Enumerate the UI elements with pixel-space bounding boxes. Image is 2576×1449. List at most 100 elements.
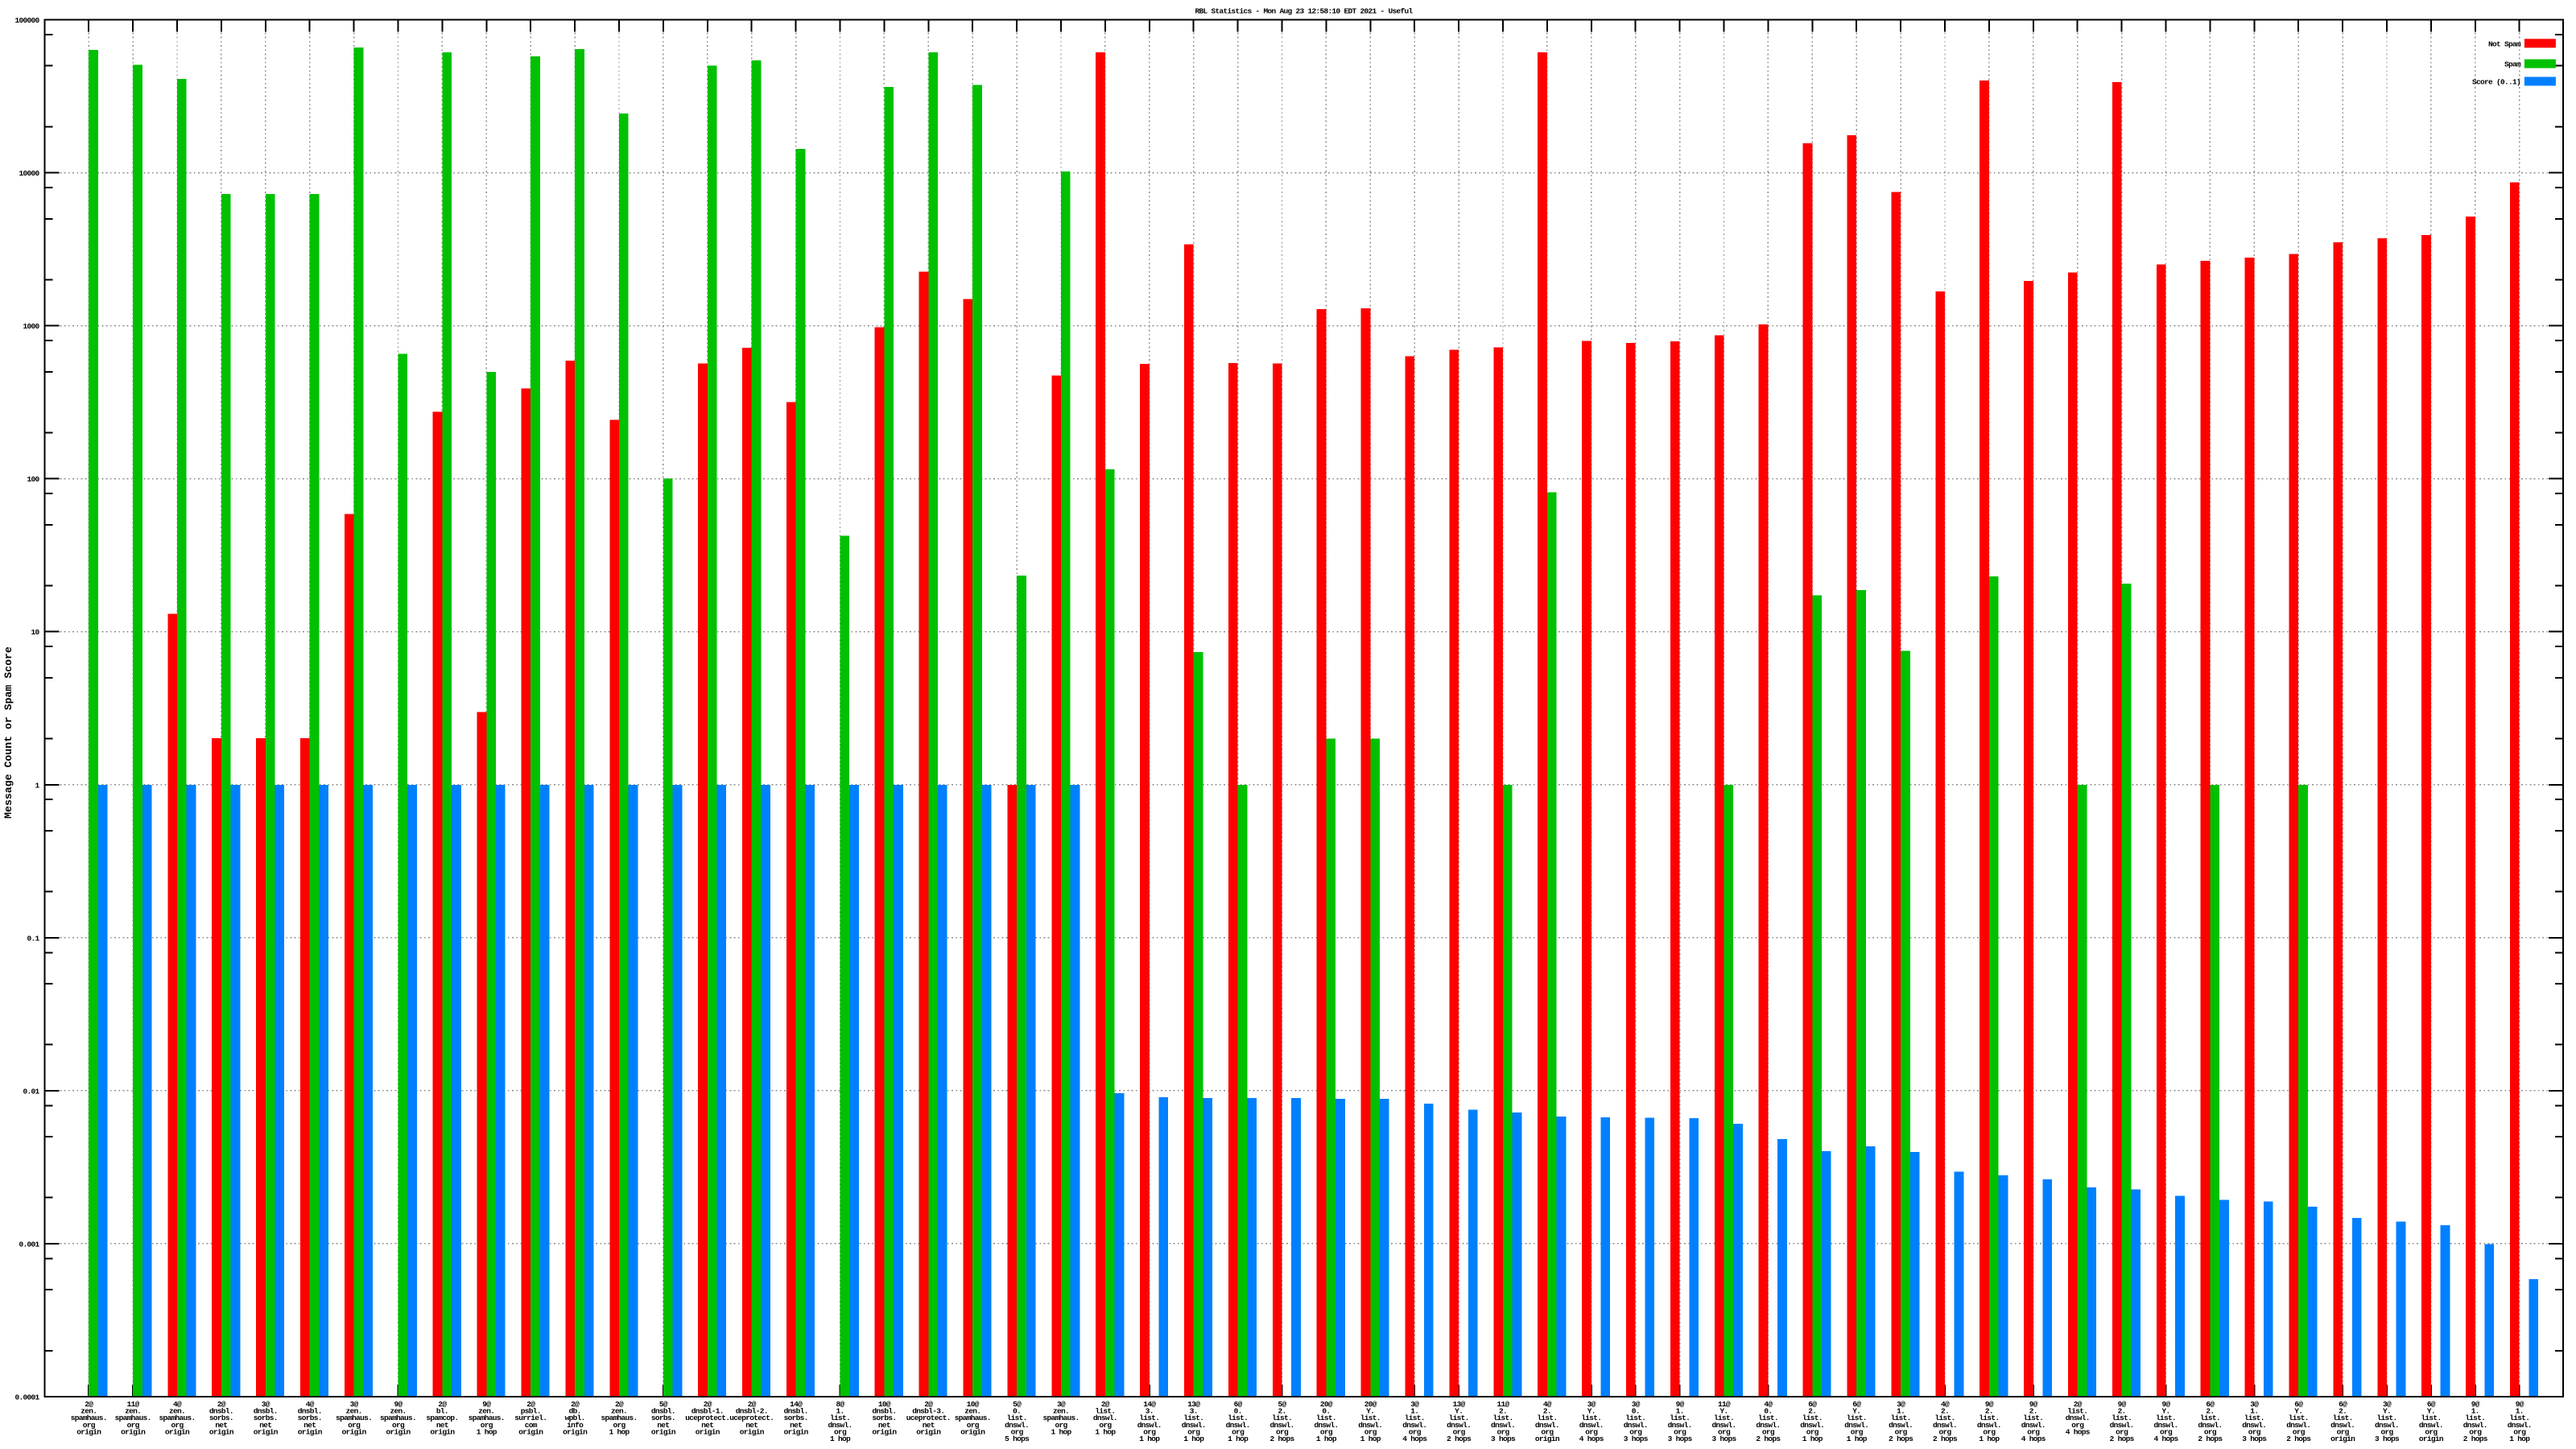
svg-text:14@: 14@ <box>790 1400 803 1409</box>
svg-text:11@: 11@ <box>1496 1400 1509 1409</box>
svg-text:9@: 9@ <box>1676 1400 1685 1409</box>
svg-text:list.: list. <box>1891 1414 1911 1422</box>
svg-text:list.: list. <box>830 1414 850 1422</box>
svg-text:Y.: Y. <box>2161 1407 2169 1416</box>
svg-text:2.: 2. <box>2029 1407 2037 1416</box>
svg-text:origin: origin <box>121 1427 146 1436</box>
svg-text:dnswl.: dnswl. <box>1226 1421 1250 1430</box>
svg-text:origin: origin <box>872 1427 897 1436</box>
svg-text:sorbs.: sorbs. <box>254 1414 278 1422</box>
svg-text:6@: 6@ <box>2339 1400 2347 1409</box>
svg-text:list.: list. <box>2244 1414 2264 1422</box>
svg-text:11@: 11@ <box>1718 1400 1731 1409</box>
svg-text:0.01: 0.01 <box>23 1087 39 1096</box>
svg-text:dnswl.: dnswl. <box>828 1421 852 1430</box>
svg-text:origin: origin <box>651 1427 676 1436</box>
svg-text:1 hop: 1 hop <box>1228 1435 1249 1443</box>
svg-text:org: org <box>2293 1427 2306 1436</box>
svg-text:dnswl.: dnswl. <box>1358 1421 1382 1430</box>
svg-text:spamhaus.: spamhaus. <box>601 1414 637 1422</box>
svg-text:org: org <box>1187 1427 1200 1436</box>
svg-text:2 hops: 2 hops <box>2198 1435 2223 1443</box>
svg-text:org: org <box>2027 1427 2040 1436</box>
svg-text:1.: 1. <box>1676 1407 1684 1416</box>
svg-text:list.: list. <box>2333 1414 2353 1422</box>
svg-text:list.: list. <box>2465 1414 2485 1422</box>
svg-text:9@: 9@ <box>1985 1400 1994 1409</box>
svg-text:1 hop: 1 hop <box>1316 1435 1337 1443</box>
svg-text:org: org <box>1983 1427 1996 1436</box>
svg-text:sorbs.: sorbs. <box>651 1414 675 1422</box>
svg-text:net: net <box>215 1421 227 1430</box>
svg-text:dnswl.: dnswl. <box>2198 1421 2222 1430</box>
svg-text:net: net <box>436 1421 448 1430</box>
svg-text:dnsbl.: dnsbl. <box>651 1407 675 1416</box>
svg-text:zen.: zen. <box>346 1407 362 1416</box>
svg-text:org: org <box>1895 1427 1908 1436</box>
svg-text:org: org <box>2513 1427 2526 1436</box>
svg-text:6@: 6@ <box>2427 1400 2436 1409</box>
svg-text:3@: 3@ <box>2250 1400 2259 1409</box>
svg-text:1 hop: 1 hop <box>830 1435 851 1443</box>
svg-text:dnswl.: dnswl. <box>1535 1421 1559 1430</box>
svg-text:sorbs.: sorbs. <box>784 1414 808 1422</box>
svg-text:Not Spam: Not Spam <box>2488 39 2521 48</box>
svg-text:2 hops: 2 hops <box>1933 1435 1958 1443</box>
svg-text:4 hops: 4 hops <box>1579 1435 1604 1443</box>
svg-text:zen.: zen. <box>964 1407 980 1416</box>
svg-text:dnswl.: dnswl. <box>1668 1421 1692 1430</box>
svg-text:list.: list. <box>2023 1414 2043 1422</box>
svg-text:3@: 3@ <box>1897 1400 1905 1409</box>
svg-text:org: org <box>1276 1427 1289 1436</box>
svg-text:Spam: Spam <box>2504 60 2521 69</box>
svg-text:org: org <box>1099 1421 1112 1430</box>
svg-text:list.: list. <box>2289 1414 2309 1422</box>
svg-text:2@: 2@ <box>526 1400 535 1409</box>
svg-text:spamhaus.: spamhaus. <box>1042 1414 1079 1422</box>
svg-text:origin: origin <box>2419 1435 2444 1443</box>
svg-text:list.: list. <box>1007 1414 1027 1422</box>
svg-text:1 hop: 1 hop <box>2509 1435 2530 1443</box>
svg-text:origin: origin <box>165 1427 190 1436</box>
svg-text:wpbl.: wpbl. <box>565 1414 585 1422</box>
svg-text:spamhaus.: spamhaus. <box>380 1414 416 1422</box>
svg-text:db.: db. <box>569 1407 581 1416</box>
svg-text:list.: list. <box>1625 1414 1645 1422</box>
svg-text:org: org <box>2425 1427 2438 1436</box>
svg-text:org: org <box>1674 1427 1686 1436</box>
svg-text:1 hop: 1 hop <box>1051 1427 1071 1436</box>
svg-text:origin: origin <box>1535 1435 1560 1443</box>
svg-text:dnswl.: dnswl. <box>1269 1421 1294 1430</box>
svg-text:dnsbl.: dnsbl. <box>872 1407 896 1416</box>
svg-text:com: com <box>525 1421 538 1430</box>
svg-text:org: org <box>83 1421 96 1430</box>
svg-text:dnswl.: dnswl. <box>2110 1421 2134 1430</box>
svg-text:spamhaus.: spamhaus. <box>159 1414 195 1422</box>
svg-text:Y.: Y. <box>1852 1407 1860 1416</box>
svg-text:sorbs.: sorbs. <box>872 1414 896 1422</box>
svg-text:sorbs.: sorbs. <box>298 1414 322 1422</box>
svg-text:2 hops: 2 hops <box>1269 1435 1294 1443</box>
svg-text:1.: 1. <box>2250 1407 2258 1416</box>
svg-text:2 hops: 2 hops <box>2110 1435 2135 1443</box>
svg-text:list.: list. <box>1847 1414 1867 1422</box>
svg-text:dnswl.: dnswl. <box>1977 1421 2001 1430</box>
svg-text:10@: 10@ <box>878 1400 891 1409</box>
svg-text:5@: 5@ <box>1013 1400 1022 1409</box>
svg-text:1 hop: 1 hop <box>1979 1435 2000 1443</box>
svg-text:Y.: Y. <box>1366 1407 1374 1416</box>
svg-text:3@: 3@ <box>1632 1400 1641 1409</box>
svg-text:list.: list. <box>1228 1414 1248 1422</box>
svg-text:dnswl.: dnswl. <box>1933 1421 1957 1430</box>
svg-text:list.: list. <box>2067 1407 2087 1416</box>
svg-text:9@: 9@ <box>482 1400 491 1409</box>
svg-text:org: org <box>1806 1427 1819 1436</box>
svg-text:org: org <box>1629 1427 1642 1436</box>
svg-text:2.: 2. <box>1543 1407 1551 1416</box>
svg-text:list.: list. <box>1934 1414 1955 1422</box>
svg-text:org: org <box>348 1421 361 1430</box>
svg-text:bl.: bl. <box>436 1407 448 1416</box>
svg-text:4@: 4@ <box>1543 1400 1552 1409</box>
svg-text:org: org <box>2116 1427 2128 1436</box>
svg-text:3@: 3@ <box>262 1400 270 1409</box>
